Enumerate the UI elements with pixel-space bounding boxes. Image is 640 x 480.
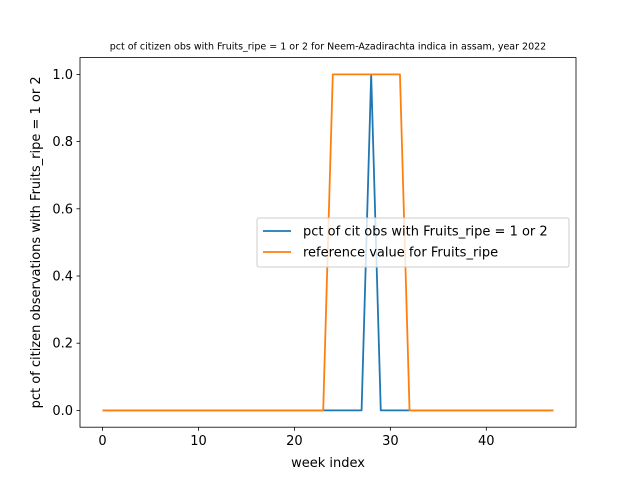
x-tick-label: 10	[190, 434, 207, 449]
y-axis: 0.0 0.2 0.4 0.6 0.8 1.0	[52, 68, 80, 419]
legend-label-reference: reference value for Fruits_ripe	[303, 246, 498, 261]
legend-box	[256, 217, 570, 268]
x-tick-label: 20	[286, 434, 303, 449]
y-tick-label: 0.2	[52, 337, 73, 352]
y-axis-title: pct of citizen observations with Fruits_…	[29, 76, 44, 408]
y-tick-label: 0.6	[52, 202, 73, 217]
chart-title: pct of citizen obs with Fruits_ripe = 1 …	[110, 42, 546, 53]
y-tick-label: 0.8	[52, 135, 73, 150]
legend-label-observations: pct of cit obs with Fruits_ripe = 1 or 2	[303, 225, 548, 240]
plot-area-frame	[79, 57, 577, 428]
x-tick-label: 40	[478, 434, 495, 449]
y-tick-label: 0.4	[52, 270, 73, 285]
y-tick-label: 1.0	[52, 68, 73, 83]
legend: pct of cit obs with Fruits_ripe = 1 or 2…	[256, 217, 570, 268]
x-axis-title: week index	[291, 456, 365, 471]
x-tick-label: 0	[98, 434, 106, 449]
y-tick-label: 0.0	[52, 404, 73, 419]
x-tick-label: 30	[382, 434, 399, 449]
x-axis: 0 10 20 30 40	[98, 427, 495, 449]
